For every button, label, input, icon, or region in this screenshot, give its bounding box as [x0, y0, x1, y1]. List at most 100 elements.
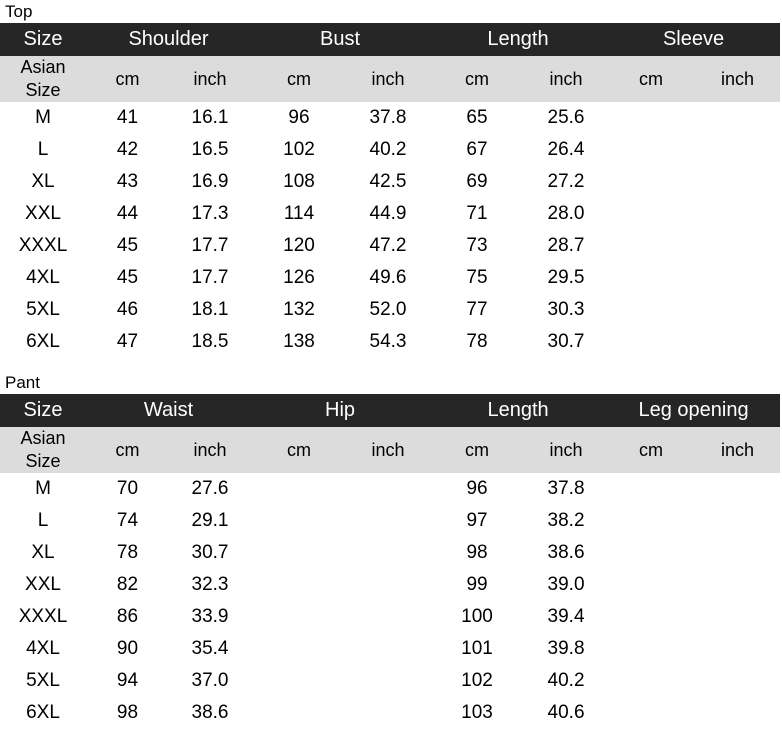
size-cell: L: [37, 510, 49, 531]
measurement-cell: [695, 537, 780, 569]
measurement-cell: 132: [283, 299, 315, 320]
measurement-cell: 108: [283, 171, 315, 192]
measurement-cell: 28.0: [547, 203, 585, 224]
measurement-cell: 75: [466, 267, 488, 288]
length-header: Length: [429, 23, 608, 56]
measurement-cell: [607, 473, 695, 505]
pant-header-row: Size Waist Hip Length Leg opening: [0, 394, 781, 427]
measurement-cell: 33.9: [191, 606, 229, 627]
size-cell: XXXL: [18, 235, 68, 256]
table-row: L 74 29.1 97 38.2: [0, 505, 780, 537]
measurement-cell: [251, 473, 347, 505]
measurement-cell: [251, 697, 347, 729]
size-header: Size: [0, 23, 86, 56]
measurement-cell: [695, 230, 780, 262]
measurement-cell: [607, 294, 695, 326]
size-cell: 6XL: [26, 702, 60, 723]
top-header-row: Size Shoulder Bust Length Sleeve: [0, 23, 781, 56]
measurement-cell: 102: [461, 670, 493, 691]
measurement-cell: [607, 697, 695, 729]
measurement-cell: 69: [466, 171, 488, 192]
measurement-cell: 65: [466, 107, 488, 128]
measurement-cell: [607, 326, 695, 358]
size-cell: 6XL: [26, 331, 60, 352]
measurement-cell: 73: [466, 235, 488, 256]
measurement-cell: 44.9: [369, 203, 407, 224]
measurement-cell: 42.5: [369, 171, 407, 192]
measurement-cell: [695, 102, 780, 134]
measurement-cell: [695, 262, 780, 294]
unit-cm: cm: [86, 56, 169, 102]
measurement-cell: 90: [116, 638, 139, 659]
measurement-cell: 102: [283, 139, 315, 160]
table-row: XXL 82 32.3 99 39.0: [0, 569, 780, 601]
measurement-cell: 44: [116, 203, 139, 224]
measurement-cell: 40.2: [369, 139, 407, 160]
measurement-cell: 35.4: [191, 638, 229, 659]
table-row: 6XL 47 18.5 138 54.3 78 30.7: [0, 326, 780, 358]
measurement-cell: [347, 473, 429, 505]
top-section-label: Top: [5, 2, 33, 21]
measurement-cell: [347, 569, 429, 601]
measurement-cell: 16.9: [191, 171, 229, 192]
measurement-cell: 28.7: [547, 235, 585, 256]
measurement-cell: 16.5: [191, 139, 229, 160]
table-row: 6XL 98 38.6 103 40.6: [0, 697, 780, 729]
measurement-cell: [347, 537, 429, 569]
measurement-cell: 37.0: [191, 670, 229, 691]
unit-cm: cm: [429, 427, 526, 473]
measurement-cell: 38.6: [191, 702, 229, 723]
unit-inch: inch: [347, 427, 430, 473]
unit-inch: inch: [169, 427, 252, 473]
hip-header: Hip: [251, 394, 430, 427]
table-row: M 41 16.1 96 37.8 65 25.6: [0, 102, 780, 134]
measurement-cell: [347, 633, 429, 665]
measurement-cell: 71: [466, 203, 488, 224]
size-cell: XXL: [25, 574, 61, 595]
unit-inch: inch: [347, 56, 429, 102]
measurement-cell: 38.2: [547, 510, 585, 531]
measurement-cell: [251, 505, 347, 537]
unit-cm: cm: [86, 427, 169, 473]
measurement-cell: 54.3: [369, 331, 407, 352]
measurement-cell: 30.3: [547, 299, 585, 320]
measurement-cell: 39.4: [547, 606, 585, 627]
measurement-cell: [695, 326, 780, 358]
measurement-cell: 40.2: [547, 670, 585, 691]
measurement-cell: 120: [283, 235, 315, 256]
sleeve-header: Sleeve: [607, 23, 781, 56]
size-header: Size: [0, 394, 86, 427]
unit-inch: inch: [169, 56, 251, 102]
measurement-cell: 38.6: [547, 542, 585, 563]
measurement-cell: 77: [466, 299, 488, 320]
measurement-cell: [347, 505, 429, 537]
measurement-cell: [347, 665, 429, 697]
table-row: XXXL 45 17.7 120 47.2 73 28.7: [0, 230, 780, 262]
size-cell: 4XL: [26, 267, 60, 288]
table-row: 5XL 46 18.1 132 52.0 77 30.3: [0, 294, 780, 326]
measurement-cell: 37.8: [547, 478, 585, 499]
measurement-cell: 17.3: [191, 203, 229, 224]
measurement-cell: [695, 505, 780, 537]
asian-size-label: Asian Size: [0, 56, 86, 102]
size-cell: XL: [31, 542, 55, 563]
measurement-cell: [251, 633, 347, 665]
top-size-table: Size Shoulder Bust Length Sleeve Asian Si…: [0, 23, 781, 358]
unit-cm: cm: [251, 427, 348, 473]
measurement-cell: [251, 665, 347, 697]
size-cell: L: [37, 139, 49, 160]
measurement-cell: [695, 569, 780, 601]
measurement-cell: 99: [466, 574, 488, 595]
measurement-cell: 96: [288, 107, 310, 128]
pant-size-table: Size Waist Hip Length Leg opening Asian S…: [0, 394, 781, 729]
unit-inch: inch: [695, 427, 781, 473]
measurement-cell: 94: [116, 670, 139, 691]
measurement-cell: [251, 569, 347, 601]
measurement-cell: 29.5: [547, 267, 585, 288]
unit-cm: cm: [251, 56, 347, 102]
measurement-cell: [607, 505, 695, 537]
measurement-cell: 27.2: [547, 171, 585, 192]
measurement-cell: 37.8: [369, 107, 407, 128]
measurement-cell: 98: [466, 542, 488, 563]
measurement-cell: 29.1: [191, 510, 229, 531]
